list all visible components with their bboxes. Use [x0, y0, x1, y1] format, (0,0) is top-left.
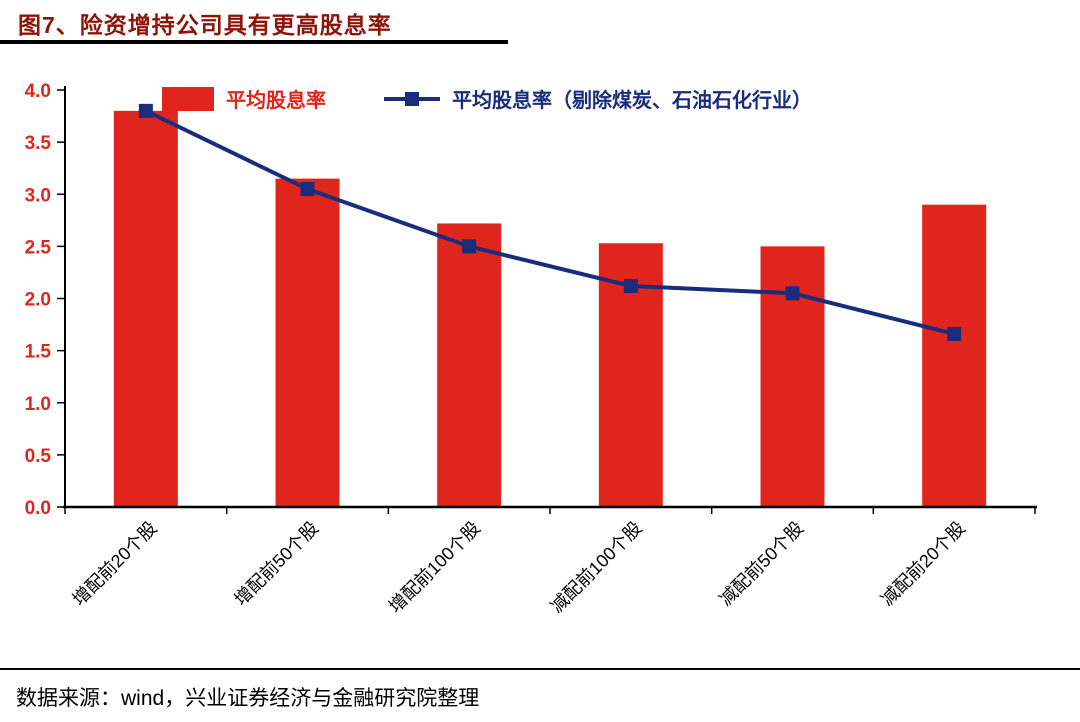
y-tick-label: 2.0 — [25, 290, 51, 311]
y-tick-label: 0.0 — [25, 498, 51, 519]
bar-2 — [437, 223, 502, 507]
line-swatch-marker — [405, 91, 419, 106]
y-tick-label: 1.5 — [25, 342, 52, 363]
bar-series-label: 平均股息率 — [226, 90, 326, 112]
line-marker-4 — [785, 286, 800, 301]
y-tick-label: 0.5 — [25, 446, 52, 467]
x-tick-label: 减配前50个股 — [715, 518, 807, 610]
y-tick-label: 3.5 — [25, 133, 52, 154]
x-tick-label: 增配前50个股 — [230, 518, 322, 610]
bar-series-swatch — [162, 86, 214, 111]
y-tick-label: 2.5 — [25, 237, 52, 258]
chart-legend: 平均股息率 平均股息率（剔除煤炭、石油石化行业） — [162, 84, 812, 113]
y-tick-label: 3.0 — [25, 185, 51, 206]
data-source-note: 数据来源：wind，兴业证券经济与金融研究院整理 — [16, 687, 480, 710]
x-tick-label: 增配前20个股 — [69, 518, 161, 610]
legend-item-bar: 平均股息率 — [162, 84, 326, 113]
x-tick-label: 减配前100个股 — [547, 518, 646, 617]
line-marker-3 — [623, 278, 638, 293]
x-tick-label: 增配前100个股 — [385, 518, 484, 617]
line-series-label: 平均股息率（剔除煤炭、石油石化行业） — [452, 90, 812, 112]
y-tick-label: 4.0 — [25, 81, 51, 102]
x-tick-label: 减配前20个股 — [877, 518, 969, 610]
y-tick-label: 1.0 — [25, 394, 51, 415]
line-marker-1 — [300, 182, 315, 197]
line-marker-2 — [462, 239, 477, 254]
bar-5 — [922, 204, 987, 508]
bar-4 — [760, 246, 825, 507]
bar-0 — [113, 110, 178, 507]
line-series — [144, 109, 955, 336]
line-series-swatch — [384, 87, 440, 111]
line-marker-0 — [138, 103, 153, 118]
figure-title: 图7、险资增持公司具有更高股息率 — [18, 12, 392, 38]
bar-1 — [275, 178, 340, 508]
title-underline — [0, 40, 508, 44]
line-marker-5 — [947, 326, 962, 341]
footer-divider — [0, 668, 1080, 670]
legend-item-line: 平均股息率（剔除煤炭、石油石化行业） — [384, 84, 812, 113]
